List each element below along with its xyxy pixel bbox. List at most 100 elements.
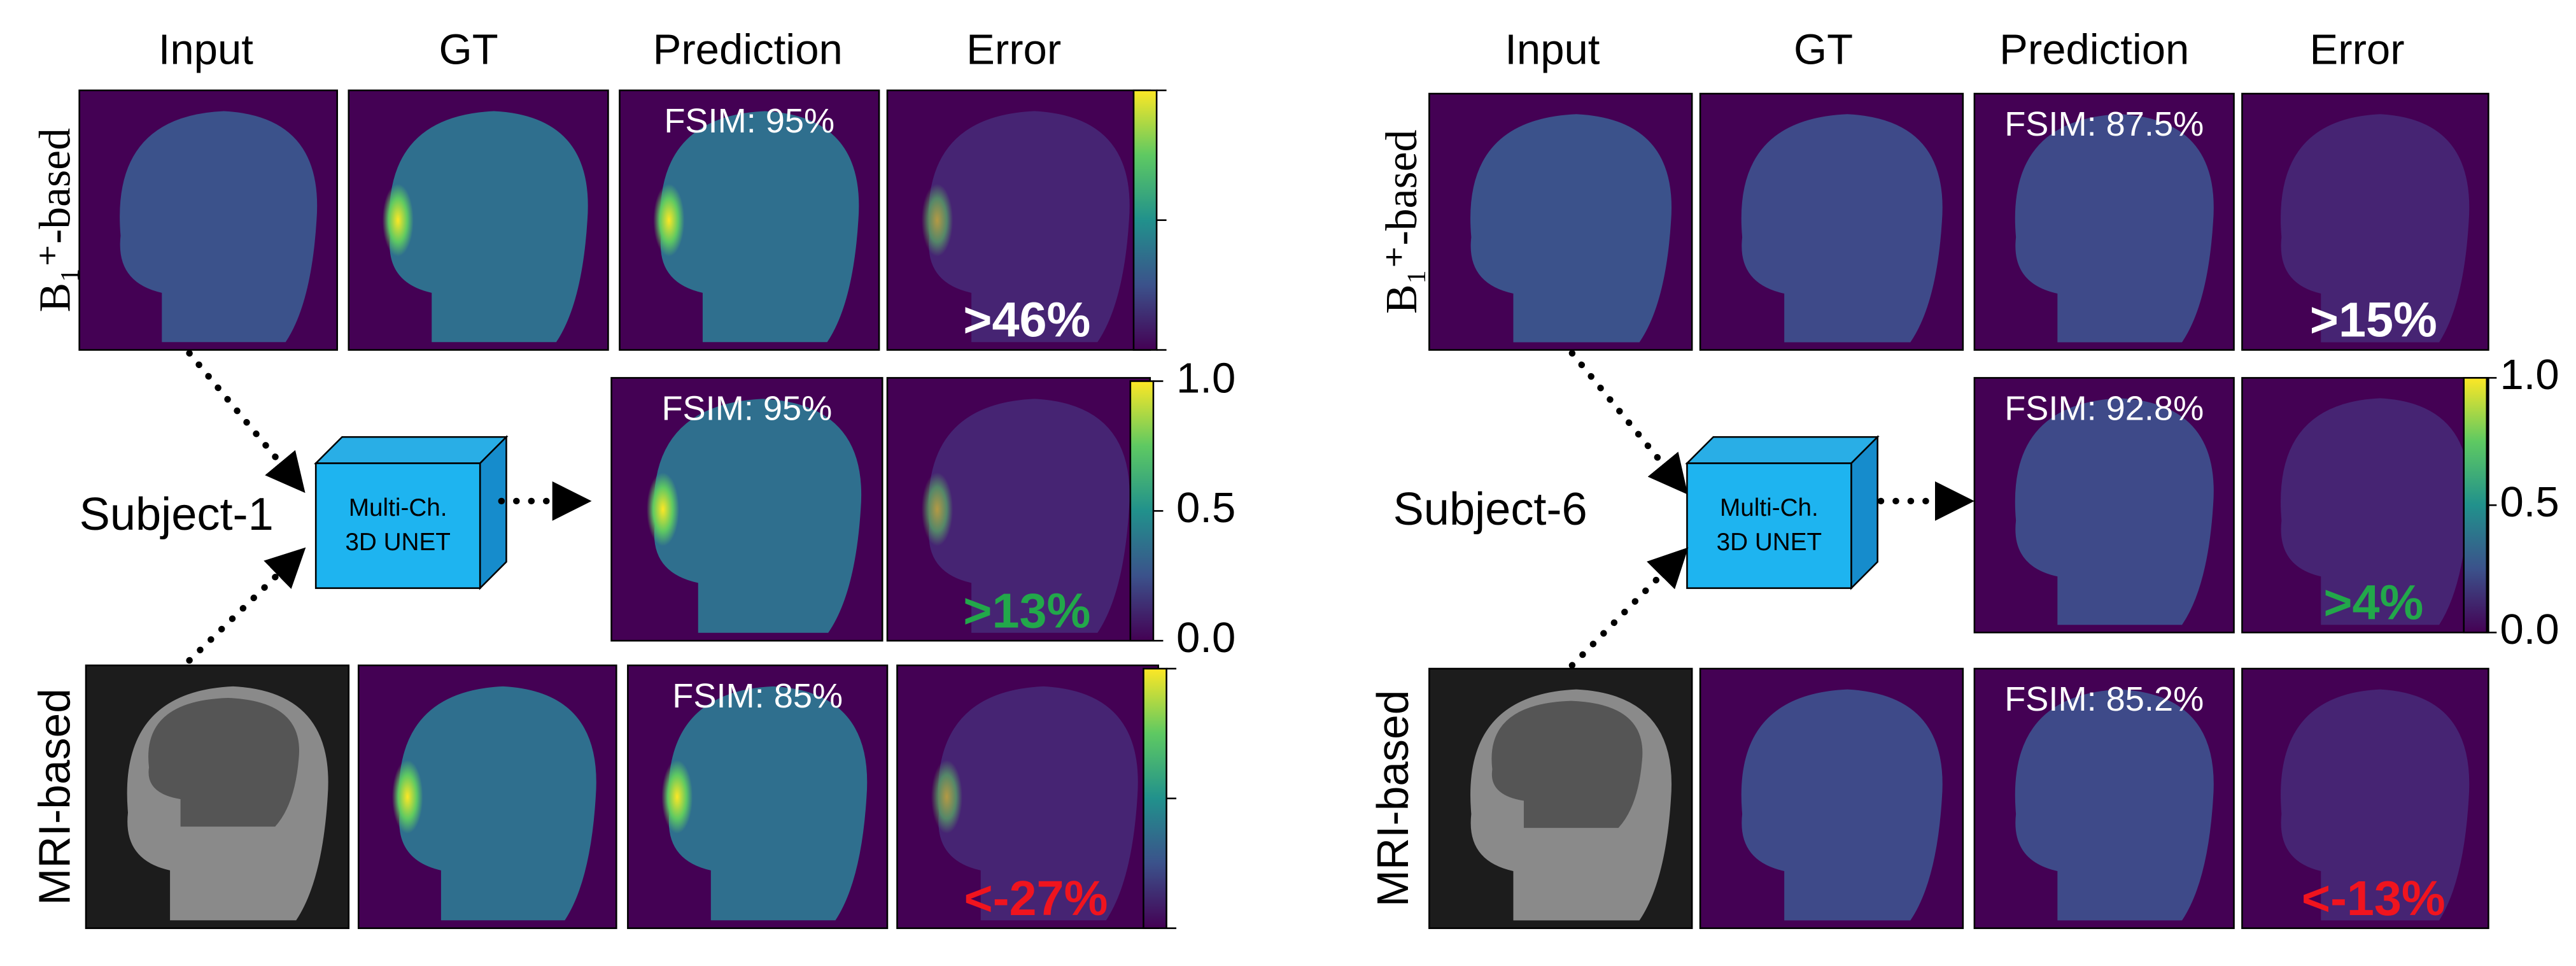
image-panel (627, 664, 889, 929)
cube-top (1685, 436, 1880, 464)
row-label: MRI-based (1368, 690, 1418, 907)
head (120, 111, 318, 343)
head (2015, 689, 2214, 921)
image-panel (619, 89, 880, 351)
cube-top (314, 436, 509, 464)
hotspot (646, 472, 679, 546)
head (2281, 398, 2470, 625)
error-label: >4% (2323, 575, 2423, 630)
head (668, 686, 868, 921)
cube-front (1686, 462, 1852, 589)
hotspot (653, 183, 685, 257)
column-header: Input (158, 25, 254, 73)
dotted-arrow (186, 547, 306, 664)
head (660, 111, 859, 343)
image-panel (2241, 377, 2489, 634)
head (938, 686, 1138, 921)
colorbar-tick-label: 1.0 (1176, 354, 1235, 402)
head (398, 686, 596, 921)
row-label: B₁⁺-based (1377, 130, 1426, 314)
fsim-label: FSIM: 92.8% (2004, 389, 2204, 427)
image-panel (1699, 667, 1964, 929)
colorbar (2463, 377, 2488, 634)
head (1470, 114, 1672, 343)
head (928, 399, 1130, 633)
colorbar-tick-label: 0.0 (1176, 614, 1235, 662)
colorbar-tick-label: 1.0 (2500, 351, 2559, 399)
column-header: GT (439, 25, 498, 73)
head (2281, 689, 2470, 921)
colorbar (1143, 667, 1167, 929)
subject-label: Subject-1 (80, 489, 274, 540)
subject-label: Subject-6 (1393, 484, 1587, 535)
image-panel (348, 89, 609, 351)
image-panel (886, 377, 1151, 642)
error-label: <-27% (964, 871, 1108, 926)
head (1741, 114, 1943, 343)
brain (1491, 700, 1643, 828)
dotted-arrow (1568, 547, 1689, 669)
image-panel (1973, 377, 2235, 634)
colorbar (1129, 380, 1155, 642)
head (2015, 114, 2214, 343)
colorbar-tick-label: 0.5 (2500, 478, 2559, 526)
fsim-label: FSIM: 95% (661, 389, 832, 427)
row-label: B₁⁺-based (31, 128, 80, 312)
hotspot (931, 760, 963, 834)
network-label: Multi-Ch. (1720, 494, 1819, 522)
image-panel (896, 664, 1159, 929)
image-panel (610, 377, 883, 642)
cube-side (479, 435, 507, 590)
hotspot (661, 760, 693, 834)
image-panel (2241, 92, 2489, 351)
network-label: Multi-Ch. (349, 494, 447, 522)
image-panel (2241, 667, 2489, 929)
image-panel (1428, 667, 1693, 929)
error-label: >46% (963, 293, 1090, 348)
column-header: Error (966, 25, 1061, 73)
network-label: 3D UNET (1717, 529, 1822, 556)
fsim-label: FSIM: 85.2% (2004, 680, 2204, 718)
image-panel (1973, 92, 2235, 351)
fsim-label: FSIM: 95% (664, 102, 834, 140)
error-label: <-13% (2302, 871, 2446, 926)
column-header: Prediction (1999, 25, 2189, 73)
colorbar-tick-label: 0.5 (1176, 484, 1235, 532)
head (928, 111, 1130, 343)
column-header: GT (1794, 25, 1853, 73)
head (2281, 114, 2470, 343)
image-panel (85, 664, 350, 929)
head (1741, 689, 1943, 921)
hotspot (382, 183, 414, 257)
image-panel (78, 89, 339, 351)
image-panel (1699, 92, 1964, 351)
column-header: Input (1505, 25, 1600, 73)
column-header: Error (2310, 25, 2405, 73)
image-panel (1428, 92, 1693, 351)
dotted-arrow (1568, 350, 1688, 495)
cube-side (1850, 435, 1878, 590)
head (2015, 398, 2214, 625)
dotted-arrow (186, 350, 306, 494)
error-label: >15% (2310, 293, 2437, 348)
column-header: Prediction (653, 25, 843, 73)
image-panel (886, 89, 1151, 351)
head (654, 399, 862, 633)
hotspot (391, 760, 423, 834)
network-label: 3D UNET (345, 529, 451, 556)
head (389, 111, 588, 343)
brain (148, 698, 300, 827)
colorbar-tick-label: 0.0 (2500, 606, 2559, 653)
image-panel (357, 664, 617, 929)
row-label: MRI-based (30, 688, 80, 906)
fsim-label: FSIM: 87.5% (2004, 105, 2204, 143)
fsim-label: FSIM: 85% (672, 677, 843, 715)
hotspot (921, 183, 954, 257)
image-panel (1973, 667, 2235, 929)
cube-front (314, 462, 481, 589)
error-label: >13% (963, 583, 1090, 638)
colorbar (1132, 89, 1158, 351)
hotspot (921, 472, 954, 546)
